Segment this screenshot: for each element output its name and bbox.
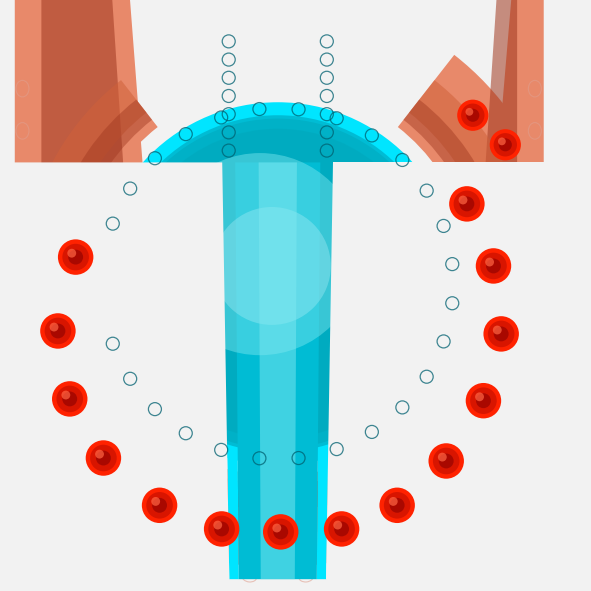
Circle shape	[486, 258, 501, 274]
Circle shape	[62, 391, 77, 407]
Circle shape	[334, 521, 349, 537]
Circle shape	[58, 239, 93, 275]
Circle shape	[389, 497, 398, 506]
Circle shape	[328, 515, 355, 543]
Circle shape	[476, 248, 511, 284]
Circle shape	[428, 443, 464, 479]
Polygon shape	[259, 163, 297, 579]
Circle shape	[498, 138, 506, 145]
Circle shape	[40, 313, 76, 349]
Circle shape	[86, 440, 121, 476]
Circle shape	[96, 450, 111, 466]
Circle shape	[466, 108, 473, 116]
Polygon shape	[431, 0, 544, 431]
Circle shape	[159, 153, 361, 355]
Circle shape	[272, 524, 281, 532]
Circle shape	[50, 323, 59, 332]
Circle shape	[52, 381, 87, 417]
Circle shape	[490, 129, 521, 160]
Circle shape	[480, 253, 506, 280]
Circle shape	[123, 129, 433, 439]
Circle shape	[152, 498, 167, 513]
Circle shape	[485, 258, 494, 267]
Circle shape	[433, 448, 460, 474]
Polygon shape	[222, 163, 239, 579]
Circle shape	[461, 103, 485, 127]
Wedge shape	[23, 80, 532, 535]
Circle shape	[454, 190, 480, 217]
Circle shape	[475, 392, 484, 401]
Circle shape	[438, 453, 447, 462]
Circle shape	[466, 383, 501, 418]
Circle shape	[263, 514, 298, 550]
Circle shape	[457, 100, 488, 131]
Polygon shape	[41, 0, 136, 396]
Circle shape	[213, 207, 331, 325]
Circle shape	[63, 244, 89, 271]
Circle shape	[109, 115, 446, 452]
Wedge shape	[0, 55, 564, 567]
Circle shape	[499, 138, 512, 151]
Circle shape	[61, 391, 70, 400]
Circle shape	[273, 524, 288, 540]
Circle shape	[267, 519, 294, 545]
Circle shape	[96, 102, 459, 465]
Circle shape	[384, 492, 411, 519]
Polygon shape	[326, 163, 591, 579]
Polygon shape	[15, 0, 160, 431]
Circle shape	[147, 492, 173, 519]
Circle shape	[459, 196, 475, 212]
Circle shape	[493, 326, 502, 335]
Circle shape	[142, 488, 177, 523]
Circle shape	[57, 386, 83, 413]
Circle shape	[466, 109, 479, 122]
Circle shape	[493, 133, 517, 157]
Circle shape	[449, 186, 485, 222]
Circle shape	[324, 511, 359, 547]
Polygon shape	[0, 163, 229, 579]
Polygon shape	[446, 0, 517, 396]
Circle shape	[488, 320, 514, 347]
Circle shape	[470, 388, 496, 414]
Circle shape	[67, 249, 76, 258]
Circle shape	[333, 521, 342, 530]
Circle shape	[483, 316, 519, 352]
Circle shape	[50, 323, 66, 339]
Circle shape	[151, 497, 160, 506]
Circle shape	[95, 450, 104, 459]
Circle shape	[208, 515, 235, 543]
Circle shape	[379, 488, 415, 523]
Circle shape	[439, 453, 454, 469]
Circle shape	[213, 521, 222, 530]
Circle shape	[68, 249, 83, 265]
Circle shape	[90, 445, 116, 472]
Polygon shape	[317, 163, 333, 579]
Polygon shape	[235, 163, 320, 579]
Circle shape	[476, 393, 491, 408]
Circle shape	[113, 119, 443, 449]
Circle shape	[493, 326, 509, 342]
Wedge shape	[48, 100, 508, 511]
Circle shape	[204, 511, 239, 547]
Circle shape	[459, 196, 467, 204]
Circle shape	[389, 498, 405, 513]
Circle shape	[44, 318, 71, 344]
Circle shape	[214, 521, 229, 537]
